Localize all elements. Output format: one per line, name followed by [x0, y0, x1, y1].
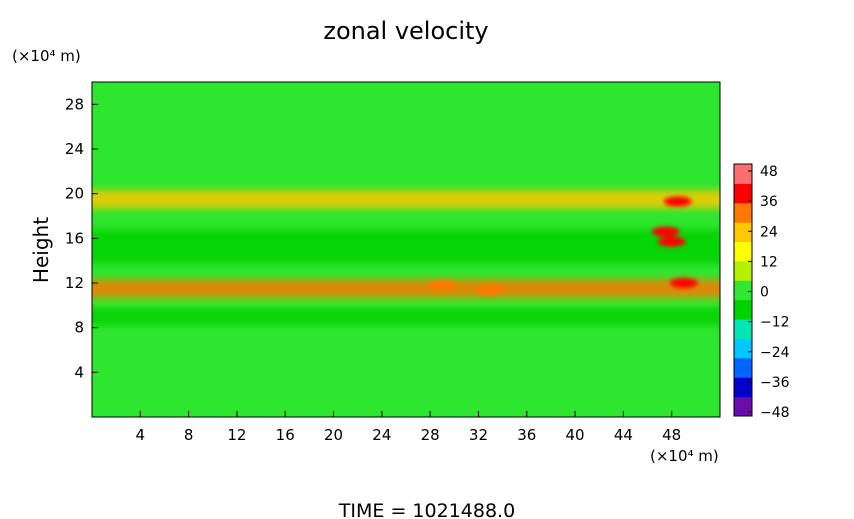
colorbar-tick-label: −48 — [760, 405, 790, 421]
x-tick-label: 12 — [227, 426, 246, 444]
colorbar-segment — [734, 164, 752, 184]
colorbar-tick-label: −36 — [760, 375, 790, 391]
colorbar-tick-label: −12 — [760, 315, 790, 331]
plot-frame — [91, 81, 721, 418]
y-tick-label: 28 — [65, 95, 84, 113]
colorbar-frame — [733, 163, 753, 417]
y-tick-label: 16 — [65, 229, 84, 247]
colorbar-segment — [734, 319, 752, 339]
y-tick-label: 20 — [65, 185, 84, 203]
colorbar-tick-label: −24 — [760, 345, 790, 361]
colorbar-segment — [734, 202, 752, 223]
colorbar-segment — [734, 183, 752, 204]
colorbar-segment — [734, 260, 752, 281]
colorbar-segment — [734, 241, 752, 262]
heatmap-hotspot — [428, 280, 457, 291]
x-tick-label: 44 — [614, 426, 633, 444]
chart-title: zonal velocity — [323, 17, 488, 45]
colorbar-tick-label: 24 — [760, 224, 778, 240]
heatmap-hotspot — [651, 226, 680, 237]
heatmap-band — [92, 279, 720, 298]
colorbar-segment — [734, 396, 752, 417]
x-tick-label: 28 — [421, 426, 440, 444]
heatmap-hotspot — [663, 196, 692, 207]
y-tick-label: 4 — [74, 363, 84, 381]
x-tick-label: 8 — [184, 426, 194, 444]
y-unit-label: (×10⁴ m) — [12, 47, 81, 65]
heatmap-band — [92, 229, 720, 248]
colorbar-tick-label: 0 — [760, 285, 769, 301]
colorbar-segment — [734, 299, 752, 320]
time-footer: TIME = 1021488.0 — [338, 500, 515, 519]
heatmap-bands — [92, 190, 720, 326]
x-tick-label: 24 — [372, 426, 391, 444]
colorbar-tick-label: 36 — [760, 194, 778, 210]
y-tick-label: 24 — [65, 140, 84, 158]
x-tick-label: 4 — [136, 426, 146, 444]
x-tick-label: 48 — [662, 426, 681, 444]
heatmap-band — [92, 190, 720, 209]
heatmap-hotspot — [476, 284, 505, 295]
x-tick-label: 20 — [324, 426, 343, 444]
heatmap-band — [92, 246, 720, 265]
y-axis-label: Height — [29, 217, 53, 283]
colorbar-segment — [734, 338, 752, 359]
heatmap-field — [92, 82, 720, 417]
x-tick-label: 40 — [566, 426, 585, 444]
x-tick-label: 36 — [517, 426, 536, 444]
y-axis: 4 8 12 16 20 24 28 — [65, 95, 98, 381]
y-tick-label: 12 — [65, 274, 84, 292]
colorbar-segment — [734, 222, 752, 243]
colorbar-tick-label: 48 — [760, 164, 778, 180]
x-axis: 4 8 12 16 20 24 28 32 36 40 44 48 — [136, 411, 681, 444]
heatmap-band — [92, 307, 720, 326]
x-unit-label: (×10⁴ m) — [650, 447, 719, 465]
y-tick-label: 8 — [74, 319, 84, 337]
colorbar: 48 36 24 12 0 −12 −24 −36 −48 — [733, 163, 790, 421]
heatmap-hotspots — [428, 196, 698, 295]
colorbar-segment — [734, 377, 752, 398]
heatmap-hotspot — [657, 236, 686, 247]
x-tick-label: 32 — [469, 426, 488, 444]
x-tick-label: 16 — [276, 426, 295, 444]
colorbar-tick-label: 12 — [760, 254, 778, 270]
colorbar-segment — [734, 357, 752, 378]
colorbar-segment — [734, 280, 752, 301]
heatmap-hotspot — [669, 278, 698, 288]
